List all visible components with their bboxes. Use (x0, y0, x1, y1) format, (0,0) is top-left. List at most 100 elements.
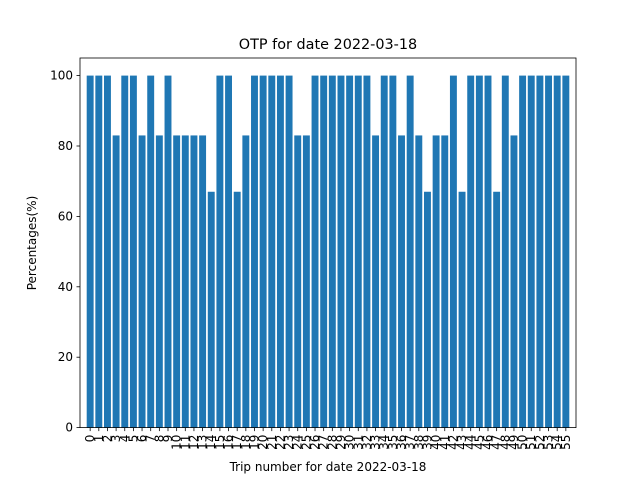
bar-trip-30 (346, 75, 354, 428)
y-tick-label: 40 (58, 280, 73, 294)
x-tick-label: 49 (507, 435, 521, 450)
bar-trip-19 (251, 75, 258, 428)
x-tick-label: 44 (464, 435, 478, 450)
x-tick-label: 34 (377, 435, 391, 450)
x-tick-label: 6 (135, 435, 149, 443)
bar-trip-50 (519, 75, 527, 428)
bar-trip-45 (475, 75, 483, 428)
bar-trip-7 (147, 75, 155, 428)
bar-trip-1 (95, 75, 103, 428)
bar-trip-37 (406, 75, 414, 428)
x-tick-label: 19 (247, 435, 261, 450)
bar-trip-13 (199, 135, 207, 428)
chart-title: OTP for date 2022-03-18 (239, 37, 417, 53)
bar-trip-42 (449, 75, 457, 428)
y-tick-label: 80 (58, 139, 73, 153)
bar-trip-32 (363, 75, 371, 428)
x-tick-label: 36 (395, 435, 409, 450)
y-tick-label: 0 (65, 421, 73, 435)
x-tick-label: 12 (187, 435, 201, 450)
bar-trip-51 (527, 75, 535, 428)
x-tick-label: 41 (438, 435, 452, 450)
x-tick-label: 37 (403, 435, 417, 450)
x-tick-label: 32 (360, 435, 374, 450)
x-tick-label: 17 (230, 435, 244, 450)
x-tick-label: 10 (170, 435, 184, 450)
y-tick-label: 100 (50, 69, 73, 83)
x-tick-label: 46 (481, 435, 495, 450)
y-axis-label: Percentages(%) (25, 196, 39, 291)
x-tick-label: 33 (369, 435, 383, 450)
bar-trip-8 (155, 135, 163, 428)
x-tick-label: 54 (550, 435, 564, 450)
x-tick-label: 53 (542, 435, 556, 450)
plot-frame (79, 57, 577, 429)
bar-trip-55 (562, 75, 570, 428)
bar-trip-17 (233, 191, 241, 428)
bar-trip-22 (276, 75, 284, 428)
bar-trip-46 (484, 75, 492, 428)
x-tick-label: 7 (144, 435, 158, 443)
x-tick-label: 16 (222, 435, 236, 450)
bar-trip-23 (285, 75, 293, 428)
x-tick-label: 9 (161, 435, 175, 443)
x-tick-label: 3 (109, 435, 123, 443)
bar-trip-15 (216, 75, 224, 428)
y-tick-label: 60 (58, 209, 73, 223)
x-tick-label: 1 (92, 435, 106, 443)
x-tick-label: 42 (446, 435, 460, 450)
x-tick-label: 14 (204, 435, 218, 450)
x-tick-label: 26 (308, 435, 322, 450)
bar-trip-31 (354, 75, 362, 428)
bar-trip-47 (493, 191, 501, 428)
x-tick-label: 45 (472, 435, 486, 450)
x-tick-label: 51 (524, 435, 538, 450)
bar-trip-25 (302, 135, 310, 428)
x-tick-label: 28 (325, 435, 339, 450)
x-tick-label: 35 (386, 435, 400, 450)
bar-trip-11 (181, 135, 189, 428)
bar-trip-33 (372, 135, 380, 428)
x-tick-label: 39 (420, 435, 434, 450)
x-axis-label: Trip number for date 2022-03-18 (229, 460, 427, 474)
bar-trip-44 (467, 75, 475, 428)
x-tick-label: 22 (273, 435, 287, 450)
bar-trip-41 (441, 135, 449, 428)
x-tick-label: 30 (343, 435, 357, 450)
bar-trip-10 (173, 135, 181, 428)
bar-trip-9 (164, 75, 172, 428)
bar-trip-54 (553, 75, 561, 428)
bar-trip-34 (380, 75, 388, 428)
x-tick-label: 5 (126, 435, 140, 443)
x-tick-label: 38 (412, 435, 426, 450)
bar-trip-26 (311, 75, 319, 428)
x-axis: 0123456789101112131415161718192021222324… (83, 427, 573, 450)
bar-trip-36 (398, 135, 405, 428)
bar-trip-35 (389, 75, 397, 428)
bar-trip-20 (259, 75, 267, 428)
x-tick-label: 21 (265, 435, 279, 450)
x-tick-label: 55 (559, 435, 573, 450)
bar-trip-27 (320, 75, 328, 428)
bar-trip-4 (121, 75, 129, 428)
bar-trip-6 (138, 135, 146, 428)
x-tick-label: 43 (455, 435, 469, 450)
bar-trip-24 (294, 135, 302, 428)
bar-trip-2 (104, 75, 111, 428)
bar-trip-21 (268, 75, 276, 428)
bar-trip-5 (129, 75, 137, 428)
bar-trip-3 (112, 135, 120, 428)
x-tick-label: 47 (490, 435, 504, 450)
bar-trip-38 (415, 135, 423, 428)
bar-trip-14 (207, 191, 215, 428)
x-tick-label: 13 (196, 435, 210, 450)
bar-trip-39 (424, 191, 431, 428)
bar-trip-43 (458, 191, 466, 428)
x-tick-label: 50 (516, 435, 530, 450)
x-tick-label: 0 (83, 435, 97, 443)
bar-trip-53 (545, 75, 552, 428)
y-axis: 0 20 40 60 80 100 (50, 69, 80, 435)
x-tick-label: 15 (213, 435, 227, 450)
